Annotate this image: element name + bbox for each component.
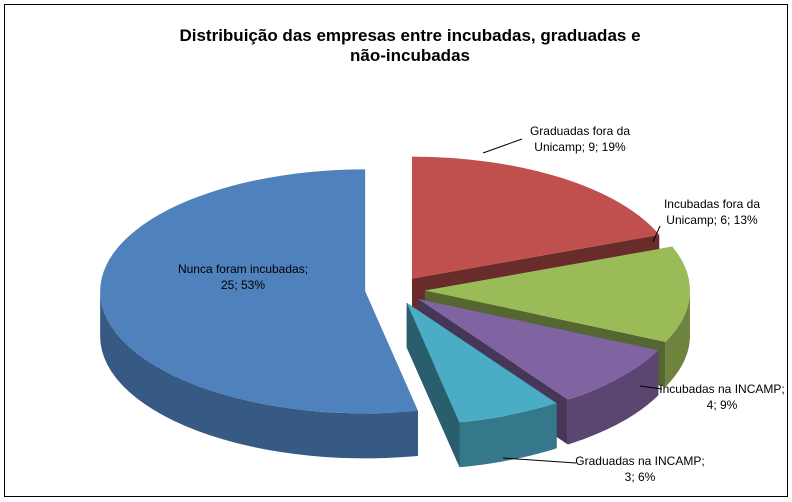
slice-top	[411, 156, 660, 279]
data-label: 3; 6%	[625, 470, 656, 484]
leader-line	[652, 225, 661, 243]
slice-side	[459, 403, 557, 468]
data-label: Incubadas fora da	[664, 197, 760, 211]
data-label: Unicamp; 6; 13%	[666, 213, 758, 227]
slice-top	[100, 169, 418, 414]
data-label: 4; 9%	[707, 398, 738, 412]
slice-top	[406, 302, 557, 423]
leader-line	[502, 457, 577, 464]
slice-cut-face	[406, 302, 460, 468]
data-label: Graduadas na INCAMP;	[575, 454, 704, 468]
leader-line	[639, 385, 663, 390]
leader-line	[482, 138, 523, 154]
chart-title: Distribuição das empresas entre incubada…	[179, 26, 641, 65]
data-label: Nunca foram incubadas;	[178, 262, 308, 276]
pie-slice	[406, 302, 557, 468]
chart-frame	[4, 4, 788, 497]
slice-side	[100, 291, 418, 459]
slice-side	[665, 290, 690, 387]
data-label: Incubadas na INCAMP;	[659, 382, 784, 396]
data-label: 25; 53%	[221, 278, 265, 292]
pie-slice	[100, 169, 418, 459]
slice-top	[417, 298, 659, 400]
data-label: Unicamp; 9; 19%	[534, 140, 626, 154]
data-label: Graduadas fora da	[530, 124, 630, 138]
slice-top	[424, 246, 690, 342]
slice-side	[567, 350, 659, 445]
